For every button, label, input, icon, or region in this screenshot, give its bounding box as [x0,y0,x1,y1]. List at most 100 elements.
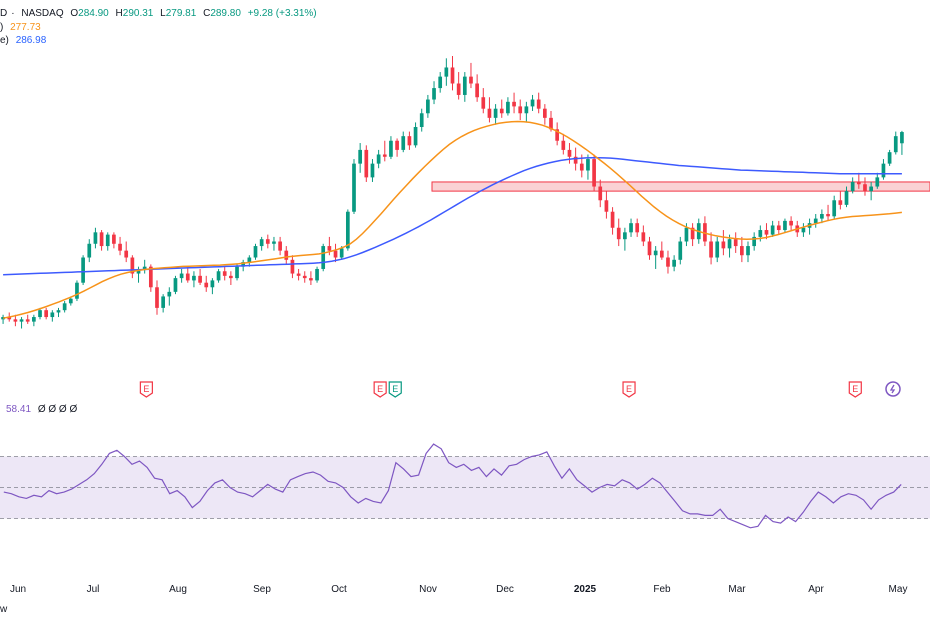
candle-body [389,140,393,157]
candle-body [573,156,578,164]
x-tick-label: Sep [253,584,271,595]
ma50-suffix: ) [0,22,4,33]
candle-body [530,99,535,107]
candle-body [401,136,406,150]
footer-text: w [0,604,8,615]
x-tick-label: Mar [728,584,746,595]
candle-body [413,127,418,146]
earnings-marker-label: E [852,384,858,394]
candle-body [770,225,775,235]
candle-body [850,181,855,192]
close-label: C [203,8,211,19]
candle-body [709,241,713,258]
ma50-legend: ) 277.73 [0,22,45,33]
candle-body [450,67,455,84]
candle-body [87,243,92,258]
candle-body [616,227,621,240]
high-value: 290.31 [122,8,154,19]
resistance-zone-group [431,181,930,192]
candle-body [62,303,67,311]
earnings-marker-badge [622,381,636,398]
candle-body [567,149,572,157]
candle-body [598,186,603,201]
candle-body [148,266,153,288]
candle-body [216,271,221,281]
x-tick-label: Dec [496,584,514,595]
candle-body [309,278,313,281]
candle-body [229,275,233,279]
moving-averages-group [2,120,902,319]
candle-body [105,234,110,247]
x-tick-label: May [889,584,908,595]
open-value: 284.90 [78,8,109,19]
earnings-marker: E [373,381,387,398]
candle-body [555,129,560,141]
candle-body [549,117,553,130]
candle-body [432,88,436,100]
candle-body [512,101,516,107]
candle-body [419,113,424,128]
x-tick-label: Apr [808,584,824,595]
candle-body [666,257,670,267]
candle-body [629,223,633,233]
candle-body [302,275,307,279]
candle-body [887,152,892,164]
candle-body [327,246,332,251]
exchange-label: NASDAQ [21,8,64,19]
candle-body [623,232,627,240]
resistance-zone [431,181,930,192]
candle-body [259,239,264,247]
candle-body [290,259,295,274]
candle-body [426,99,430,114]
candle-body [727,239,732,249]
candle-body [265,239,270,244]
rsi-extras: Ø Ø Ø Ø [37,404,78,415]
candle-body [838,200,843,205]
candle-body [678,241,683,260]
candle-body [315,268,319,281]
candle-body [844,191,849,205]
candle-body [586,159,590,171]
candle-body [136,268,141,274]
ma200-legend: e) 286.98 [0,35,50,46]
candle-body [813,218,818,224]
earnings-marker-label: E [626,384,632,394]
dividend-marker-label: E [392,384,398,394]
candle-body [592,159,596,187]
x-tick-label: Nov [419,584,437,595]
rsi-line [3,443,902,529]
candle-body [198,275,202,283]
candle-body [222,271,227,276]
candle-body [536,99,541,109]
candle-body [659,250,664,258]
candle-body [721,241,726,249]
earnings-marker: E [848,381,862,398]
rsi-value: 58.41 [6,404,32,415]
candle-body [752,236,757,247]
candle-body [99,232,104,247]
x-axis-group: Jun Jul Aug Sep Oct Nov Dec 2025 Feb Mar Apr May [10,584,908,595]
candle-body [124,250,129,258]
low-value: 279.81 [165,8,197,19]
candle-body [272,241,276,244]
candle-body [826,214,830,217]
candle-body [7,317,12,320]
candle-body [684,227,689,242]
candle-body [185,273,190,281]
candle-body [462,76,467,95]
symbol-tail: D [0,8,8,19]
candle-body [50,312,55,318]
candle-body [204,282,209,288]
candle-body [733,239,738,247]
candle-body [740,246,744,256]
candle-body [635,223,640,233]
candle-body [173,278,178,292]
candle-body [253,246,258,258]
candle-body [475,83,479,98]
rsi-band-group [0,456,930,519]
candle-body [364,149,369,178]
earnings-marker-badge [373,381,387,398]
low-label: L [160,8,166,19]
ma200-line [3,156,902,276]
